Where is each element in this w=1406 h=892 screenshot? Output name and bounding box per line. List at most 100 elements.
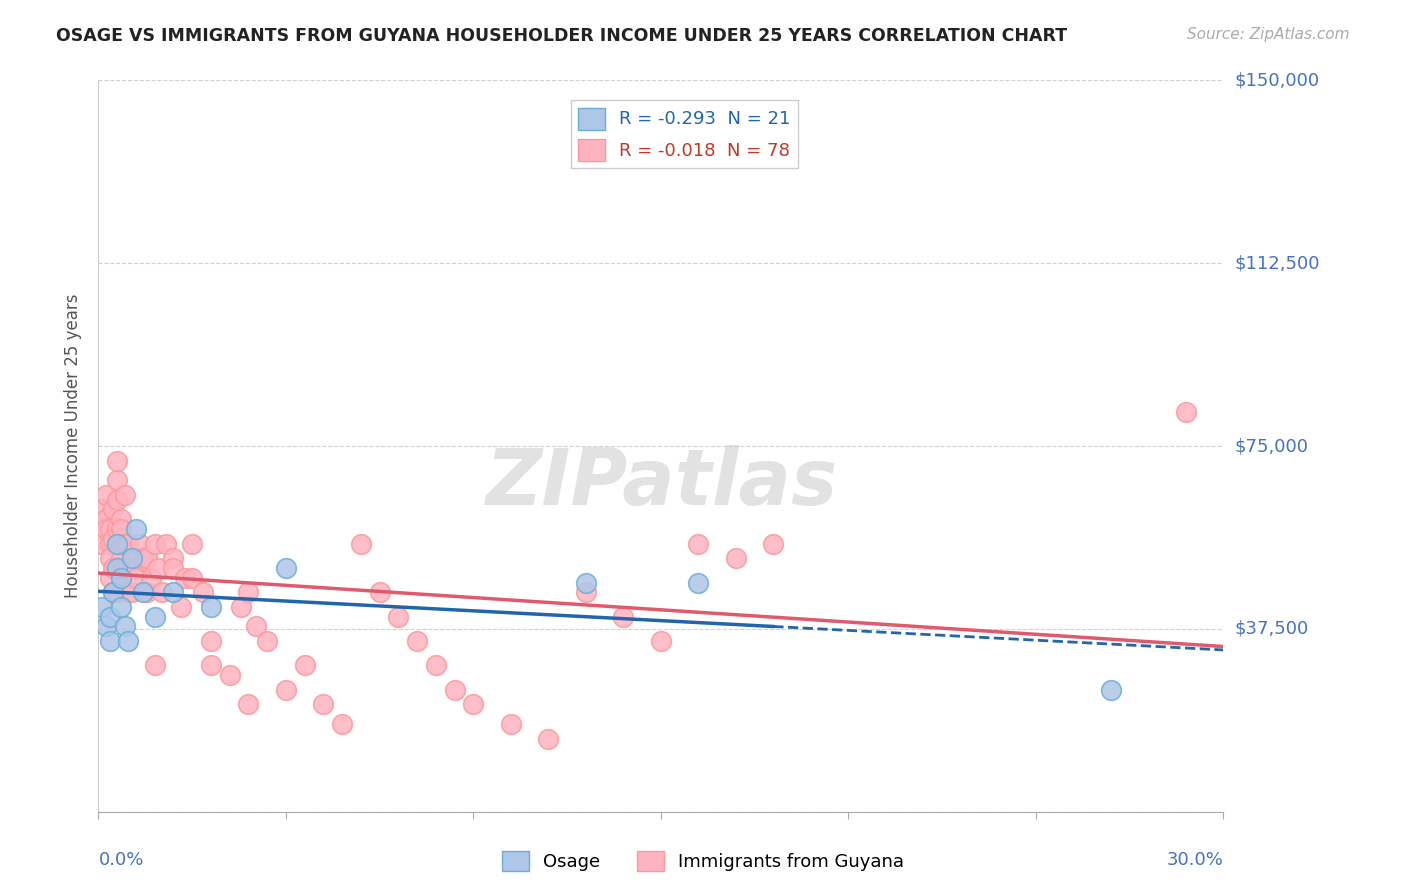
Point <box>200 599 222 614</box>
Point <box>117 585 139 599</box>
Point <box>139 571 162 585</box>
Point <box>200 658 222 673</box>
Point <box>245 619 267 633</box>
Legend: Osage, Immigrants from Guyana: Osage, Immigrants from Guyana <box>495 844 911 879</box>
Point <box>181 571 204 585</box>
Point <box>238 585 260 599</box>
Point <box>229 599 252 614</box>
Point <box>463 698 485 712</box>
Point <box>117 634 139 648</box>
Point <box>162 561 184 575</box>
Text: 30.0%: 30.0% <box>1167 851 1223 869</box>
Point <box>150 585 173 599</box>
Point <box>98 571 121 585</box>
Point <box>274 561 297 575</box>
Point <box>406 634 429 648</box>
Point <box>575 585 598 599</box>
Point <box>368 585 391 599</box>
Point <box>91 502 114 516</box>
Point <box>98 522 121 536</box>
Point <box>114 536 136 550</box>
Text: $150,000: $150,000 <box>1234 71 1319 89</box>
Point <box>132 551 155 566</box>
Point <box>218 668 240 682</box>
Point <box>91 536 114 550</box>
Point <box>103 585 125 599</box>
Point <box>1174 405 1197 419</box>
Text: Source: ZipAtlas.com: Source: ZipAtlas.com <box>1187 27 1350 42</box>
Point <box>688 536 710 550</box>
Point <box>94 488 117 502</box>
Text: $112,500: $112,500 <box>1234 254 1320 272</box>
Point <box>105 473 128 487</box>
Point <box>114 561 136 575</box>
Point <box>94 619 117 633</box>
Text: ZIPatlas: ZIPatlas <box>485 444 837 521</box>
Point <box>110 512 132 526</box>
Point <box>350 536 373 550</box>
Point <box>103 561 125 575</box>
Point <box>143 658 166 673</box>
Text: $37,500: $37,500 <box>1234 620 1309 638</box>
Point <box>98 634 121 648</box>
Point <box>143 609 166 624</box>
Point <box>330 717 353 731</box>
Point <box>103 532 125 546</box>
Point <box>125 571 148 585</box>
Point <box>443 682 465 697</box>
Point <box>128 536 150 550</box>
Point <box>499 717 522 731</box>
Point <box>612 609 634 624</box>
Point <box>155 536 177 550</box>
Point <box>650 634 672 648</box>
Point <box>193 585 215 599</box>
Point <box>688 575 710 590</box>
Point <box>110 571 132 585</box>
Point <box>110 571 132 585</box>
Point <box>114 619 136 633</box>
Point <box>103 585 125 599</box>
Text: 0.0%: 0.0% <box>98 851 143 869</box>
Point <box>274 682 297 697</box>
Point <box>98 551 121 566</box>
Point <box>238 698 260 712</box>
Point <box>200 634 222 648</box>
Point <box>575 575 598 590</box>
Text: OSAGE VS IMMIGRANTS FROM GUYANA HOUSEHOLDER INCOME UNDER 25 YEARS CORRELATION CH: OSAGE VS IMMIGRANTS FROM GUYANA HOUSEHOL… <box>56 27 1067 45</box>
Point <box>121 585 143 599</box>
Point <box>105 561 128 575</box>
Point <box>110 536 132 550</box>
Point <box>105 536 128 550</box>
Point <box>136 585 159 599</box>
Point <box>312 698 335 712</box>
Point <box>110 522 132 536</box>
Point <box>105 492 128 507</box>
Point <box>425 658 447 673</box>
Point <box>98 536 121 550</box>
Point <box>173 571 195 585</box>
Point <box>117 561 139 575</box>
Point <box>110 599 132 614</box>
Point <box>148 561 170 575</box>
Point <box>121 551 143 566</box>
Point <box>125 561 148 575</box>
Point <box>132 585 155 599</box>
Y-axis label: Householder Income Under 25 years: Householder Income Under 25 years <box>65 293 83 599</box>
Point <box>162 585 184 599</box>
Point <box>724 551 747 566</box>
Point <box>256 634 278 648</box>
Point <box>98 609 121 624</box>
Point <box>136 551 159 566</box>
Text: $75,000: $75,000 <box>1234 437 1309 455</box>
Point <box>162 551 184 566</box>
Point <box>105 585 128 599</box>
Point <box>143 536 166 550</box>
Point <box>94 512 117 526</box>
Point <box>387 609 409 624</box>
Point <box>91 599 114 614</box>
Point <box>105 522 128 536</box>
Point <box>103 502 125 516</box>
Point <box>1099 682 1122 697</box>
Point <box>117 536 139 550</box>
Point <box>537 731 560 746</box>
